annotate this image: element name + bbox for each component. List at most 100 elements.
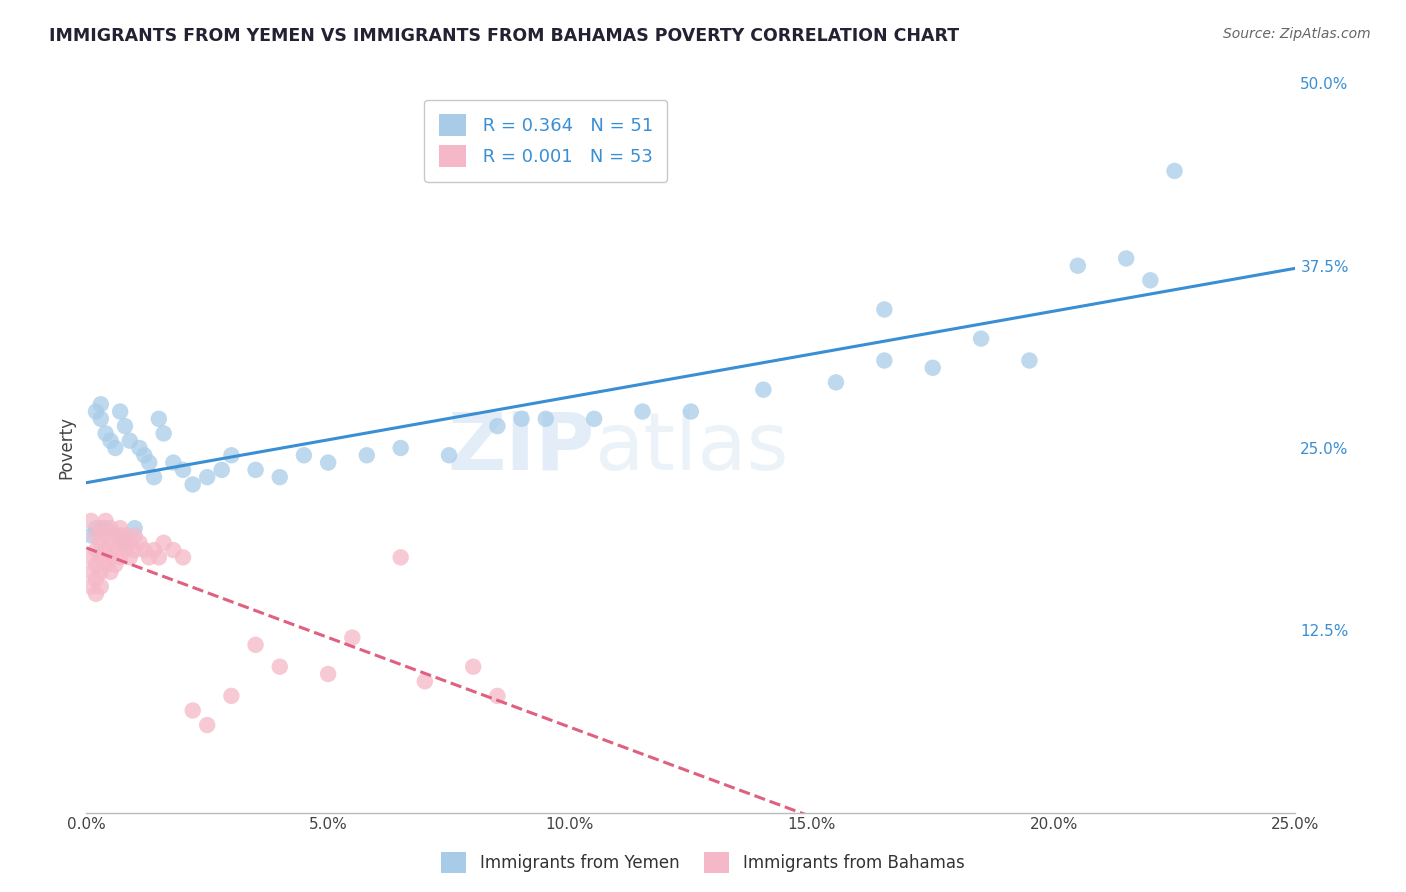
Point <box>172 550 194 565</box>
Point <box>413 674 436 689</box>
Point <box>94 528 117 542</box>
Point <box>921 360 943 375</box>
Point <box>118 434 141 448</box>
Point <box>162 543 184 558</box>
Point <box>108 521 131 535</box>
Point <box>128 441 150 455</box>
Point <box>143 470 166 484</box>
Point <box>134 543 156 558</box>
Point <box>100 550 122 565</box>
Point <box>108 528 131 542</box>
Point <box>114 419 136 434</box>
Point <box>90 565 112 579</box>
Point <box>84 572 107 586</box>
Point <box>195 718 218 732</box>
Point <box>221 689 243 703</box>
Y-axis label: Poverty: Poverty <box>58 417 75 480</box>
Point <box>90 550 112 565</box>
Point <box>583 412 606 426</box>
Point <box>356 448 378 462</box>
Point <box>269 470 291 484</box>
Point <box>84 587 107 601</box>
Point <box>104 528 127 542</box>
Point <box>316 667 339 681</box>
Point <box>679 404 702 418</box>
Point <box>269 659 291 673</box>
Point <box>94 514 117 528</box>
Text: ZIP: ZIP <box>447 409 595 487</box>
Point <box>510 412 533 426</box>
Point <box>84 404 107 418</box>
Point <box>134 448 156 462</box>
Point <box>100 521 122 535</box>
Point <box>124 521 146 535</box>
Point <box>486 419 509 434</box>
Point <box>152 535 174 549</box>
Point <box>138 456 160 470</box>
Point <box>752 383 775 397</box>
Point <box>1163 164 1185 178</box>
Text: IMMIGRANTS FROM YEMEN VS IMMIGRANTS FROM BAHAMAS POVERTY CORRELATION CHART: IMMIGRANTS FROM YEMEN VS IMMIGRANTS FROM… <box>49 27 959 45</box>
Point <box>138 550 160 565</box>
Point <box>84 521 107 535</box>
Point <box>90 521 112 535</box>
Point <box>970 332 993 346</box>
Point <box>118 550 141 565</box>
Point <box>148 550 170 565</box>
Point <box>221 448 243 462</box>
Point <box>486 689 509 703</box>
Point <box>292 448 315 462</box>
Point <box>143 543 166 558</box>
Point <box>873 302 896 317</box>
Point <box>1018 353 1040 368</box>
Point <box>825 376 848 390</box>
Point <box>534 412 557 426</box>
Point <box>94 426 117 441</box>
Text: atlas: atlas <box>595 409 789 487</box>
Point <box>316 456 339 470</box>
Point <box>80 580 103 594</box>
Point <box>245 638 267 652</box>
Point <box>84 543 107 558</box>
Point <box>80 528 103 542</box>
Point <box>108 404 131 418</box>
Point <box>152 426 174 441</box>
Point <box>1067 259 1090 273</box>
Point <box>90 412 112 426</box>
Point <box>1115 252 1137 266</box>
Point <box>104 543 127 558</box>
Text: Source: ZipAtlas.com: Source: ZipAtlas.com <box>1223 27 1371 41</box>
Point <box>195 470 218 484</box>
Point <box>84 558 107 572</box>
Point <box>631 404 654 418</box>
Point <box>100 434 122 448</box>
Point <box>80 565 103 579</box>
Point <box>108 550 131 565</box>
Point <box>245 463 267 477</box>
Point <box>389 550 412 565</box>
Point <box>437 448 460 462</box>
Point <box>114 528 136 542</box>
Point <box>104 558 127 572</box>
Legend: Immigrants from Yemen, Immigrants from Bahamas: Immigrants from Yemen, Immigrants from B… <box>434 846 972 880</box>
Point <box>94 543 117 558</box>
Point <box>100 535 122 549</box>
Point <box>181 703 204 717</box>
Point <box>90 397 112 411</box>
Point <box>84 528 107 542</box>
Point <box>128 535 150 549</box>
Point <box>148 412 170 426</box>
Point <box>1139 273 1161 287</box>
Legend:  R = 0.364   N = 51,  R = 0.001   N = 53: R = 0.364 N = 51, R = 0.001 N = 53 <box>425 100 668 182</box>
Point <box>90 580 112 594</box>
Point <box>211 463 233 477</box>
Point <box>90 535 112 549</box>
Point <box>172 463 194 477</box>
Point <box>114 543 136 558</box>
Point <box>94 558 117 572</box>
Point <box>118 535 141 549</box>
Point <box>80 550 103 565</box>
Point <box>342 631 364 645</box>
Point <box>124 528 146 542</box>
Point <box>124 543 146 558</box>
